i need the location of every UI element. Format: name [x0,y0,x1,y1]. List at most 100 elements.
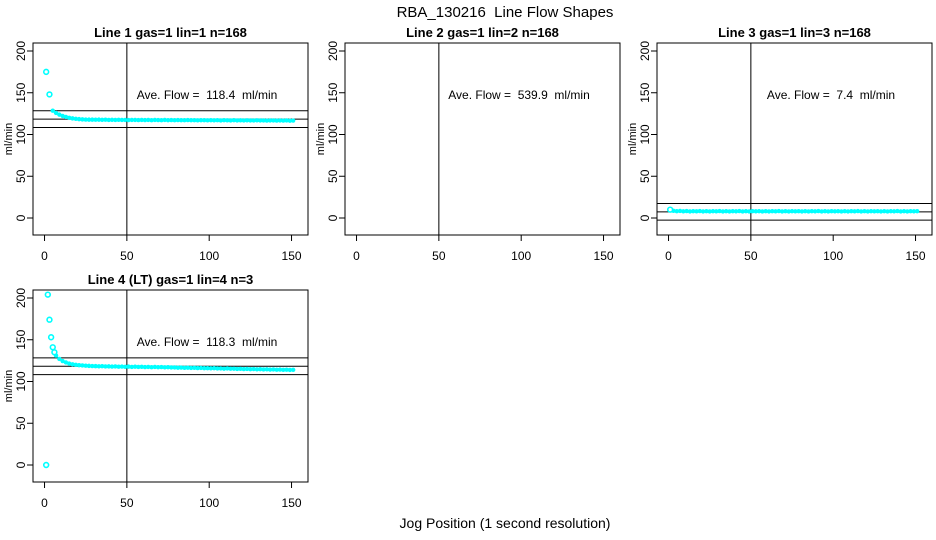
data-point [169,365,174,370]
data-point [747,209,752,214]
data-point [872,209,877,214]
data-point [789,208,795,214]
data-point [192,117,197,123]
data-point [96,117,102,122]
data-point [211,366,217,371]
y-axis-label: ml/min [3,370,15,402]
data-point [905,209,910,214]
x-tick-label: 150 [282,496,302,510]
data-point [878,209,884,214]
data-point [86,363,92,369]
data-point [109,117,115,123]
data-point [868,208,874,214]
data-point [267,118,273,123]
x-tick-label: 100 [199,496,219,510]
data-point [172,365,177,370]
data-point [911,209,917,214]
data-point [126,364,131,369]
ave-flow-annotation: Ave. Flow = 539.9 ml/min [448,88,590,102]
data-point [710,208,716,214]
data-point [175,117,181,123]
data-point [146,364,151,370]
data-point [677,208,683,214]
data-point [234,366,240,372]
panel-title: Line 4 (LT) gas=1 lin=4 n=3 [88,272,254,287]
data-point [832,209,838,214]
data-point [763,209,768,214]
plot-line-3: 0 50 100 150 0 50 100 150 200 ml/min Line 3 gas=1 … [627,25,933,263]
data-point [875,208,880,214]
data-point [753,209,759,214]
data-point [901,209,907,214]
data-point [215,118,220,123]
data-point [779,209,785,214]
data-point [152,364,158,370]
plot-box [32,289,309,483]
data-point [267,367,273,372]
y-tick-label: 200 [326,41,340,61]
data-point [113,117,118,123]
data-point [165,364,171,370]
data-point [159,117,164,123]
data-point [83,363,88,368]
data-point [694,209,699,214]
data-point [251,366,256,372]
y-tick-label: 0 [638,214,652,221]
data-point [287,367,293,373]
x-tick-label: 0 [41,496,48,510]
panel-line-3: 0 50 100 150 0 50 100 150 200 ml/min Line 3 gas=1 … [624,18,936,265]
data-point [119,117,125,123]
data-point [126,117,131,123]
x-tick-label: 100 [511,249,531,263]
data-point [70,116,75,121]
data-point [914,209,920,214]
data-point [139,117,144,123]
x-tick-label: 0 [353,249,360,263]
y-tick-label: 100 [14,371,28,391]
data-point [730,208,735,214]
data-point [80,117,85,122]
data-point [165,117,171,123]
data-point [162,365,167,370]
data-point [691,208,696,214]
data-point [783,209,788,214]
plot-box [656,42,933,236]
panel-title: Line 3 gas=1 lin=3 n=168 [718,25,871,40]
data-point [281,367,286,373]
data-point [57,356,62,362]
data-point [73,116,79,122]
y-axis-label: ml/min [3,123,15,155]
data-point [796,208,801,214]
y-tick-label: 150 [326,82,340,102]
data-point [908,208,913,214]
data-point [172,118,177,123]
x-tick-label: 100 [199,249,219,263]
data-point [766,209,772,214]
plot-line-2: 0 50 100 150 0 50 100 150 200 ml/min Line 2 gas=1 … [315,25,621,263]
data-point [129,117,135,123]
data-point [86,117,92,122]
data-point [142,364,148,370]
data-point [261,367,266,372]
data-point [149,364,154,370]
panel-line-4: 0 50 100 150 0 50 100 150 200 ml/min Line 4 (LT) g… [0,265,312,512]
data-point [681,209,686,214]
data-point [57,112,62,117]
data-point [697,208,703,214]
data-point [149,117,154,123]
data-point [287,118,293,123]
data-point-open [666,206,674,213]
ave-flow-annotation: Ave. Flow = 118.4 ml/min [137,88,278,102]
data-point [106,364,111,369]
data-point-open [49,344,56,351]
data-point [123,117,128,123]
y-tick-label: 200 [14,288,28,308]
y-tick-label: 50 [14,169,28,183]
data-point [251,118,256,123]
data-point [835,208,841,214]
data-point [175,365,181,370]
data-point [185,365,190,370]
plot-box [344,42,621,236]
data-point [93,117,98,122]
